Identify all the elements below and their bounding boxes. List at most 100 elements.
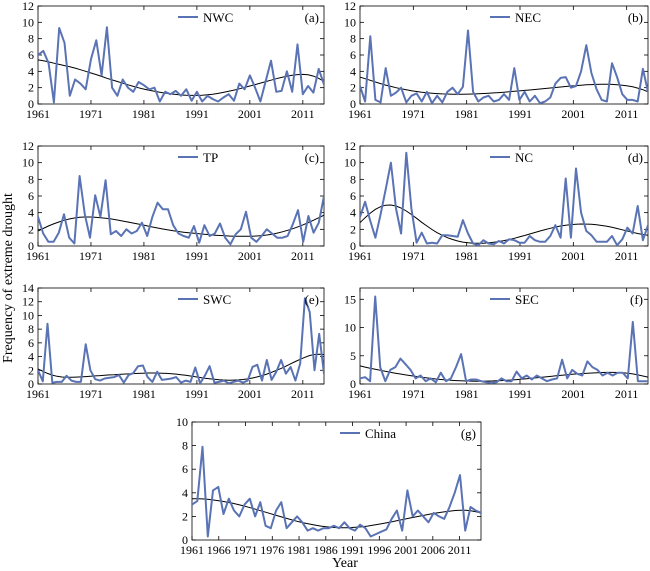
legend-label: TP [203,150,218,165]
x-tick-label: 1986 [314,543,338,557]
x-tick-label: 2001 [394,543,418,557]
y-tick-label: 10 [344,321,356,335]
x-tick-label: 2011 [291,249,315,263]
panel-sec: 0 5 10 15 1961 1971 1981 1991 2001 2011 SEC (f) [344,287,649,401]
trend-line [38,214,324,237]
series-line-nc [360,151,648,246]
panel-tag: (g) [461,426,476,441]
y-tick-label: 10 [344,15,356,29]
y-tick-label: 10 [22,156,34,170]
x-tick-label: 2001 [561,107,585,121]
series-line-swc [38,297,324,384]
y-tick-label: 10 [344,156,356,170]
x-tick-label: 1971 [79,387,103,401]
x-tick-label: 1971 [401,387,425,401]
y-tick-label: 2 [350,81,356,95]
panel-tag: (e) [305,292,319,307]
legend-label: NEC [515,10,541,25]
y-tick-label: 0 [28,239,34,253]
x-tick-label: 2001 [238,249,262,263]
y-tick-label: 0 [350,377,356,391]
series-line-tp [38,175,324,246]
x-tick-label: 1966 [207,543,231,557]
y-tick-label: 12 [344,0,356,13]
x-tick-label: 1996 [367,543,391,557]
y-tick-label: 2 [28,222,34,236]
legend-label: SWC [203,292,231,307]
y-tick-label: 6 [28,48,34,62]
panel-tag: (d) [628,150,643,165]
y-tick-label: 4 [182,486,188,500]
x-tick-label: 1961 [26,387,50,401]
y-tick-label: 6 [350,48,356,62]
y-tick-label: 8 [28,32,34,46]
x-tick-label: 1981 [455,107,479,121]
y-tick-label: 0 [28,97,34,111]
plot-frame [37,145,325,247]
x-tick-label: 1981 [132,107,156,121]
y-tick-label: 15 [344,292,356,306]
y-tick-label: 6 [182,462,188,476]
y-tick-label: 4 [28,206,34,220]
y-tick-label: 4 [350,206,356,220]
y-tick-label: 10 [22,15,34,29]
panel-tag: (f) [630,292,643,307]
x-tick-label: 2011 [615,107,639,121]
plot-frame [359,287,649,385]
legend-label: China [365,426,396,441]
legend-label: SEC [515,292,539,307]
y-tick-label: 0 [28,377,34,391]
x-tick-label: 2001 [561,249,585,263]
x-axis-label: Year [332,556,358,571]
panel-nec: 0 2 4 6 8 10 12 1961 1971 1981 1991 2001 2011 NEC (b) [344,0,649,121]
series-line-nwc [38,26,324,104]
y-tick-label: 8 [350,32,356,46]
y-tick-label: 8 [350,172,356,186]
x-tick-label: 2006 [421,543,445,557]
x-tick-label: 1991 [185,107,209,121]
x-tick-label: 1991 [508,107,532,121]
panel-tag: (b) [628,10,643,25]
y-tick-label: 5 [350,349,356,363]
x-tick-label: 2001 [238,387,262,401]
x-tick-label: 2011 [615,249,639,263]
x-tick-label: 1976 [260,543,284,557]
y-tick-label: 10 [22,308,34,322]
series-line-nec [360,29,648,104]
plot-frame [37,287,325,385]
x-tick-label: 1971 [401,249,425,263]
y-tick-label: 10 [176,415,188,429]
x-tick-label: 1971 [79,249,103,263]
y-tick-label: 8 [28,172,34,186]
y-tick-label: 12 [344,139,356,153]
x-tick-label: 2001 [561,387,585,401]
y-tick-label: 2 [28,81,34,95]
x-tick-label: 1991 [185,249,209,263]
x-tick-label: 2001 [238,107,262,121]
panel-nc: 0 2 4 6 8 10 12 1961 1971 1981 1991 2001 2011 NC (d) [344,139,649,263]
x-tick-label: 1961 [348,107,372,121]
y-tick-label: 8 [182,439,188,453]
y-tick-label: 0 [350,239,356,253]
y-tick-label: 6 [28,189,34,203]
x-tick-label: 1981 [132,387,156,401]
x-tick-label: 1961 [348,249,372,263]
y-tick-label: 4 [28,350,34,364]
series-line-china [192,445,481,538]
trend-line [360,76,648,95]
x-tick-label: 1991 [508,249,532,263]
y-axis-label: Frequency of extreme drought [1,193,16,363]
x-tick-label: 1971 [79,107,103,121]
x-tick-label: 2011 [448,543,472,557]
y-tick-label: 6 [28,336,34,350]
x-tick-label: 1961 [348,387,372,401]
x-tick-label: 1971 [401,107,425,121]
y-tick-label: 2 [28,363,34,377]
x-tick-label: 1981 [287,543,311,557]
x-tick-label: 1991 [508,387,532,401]
y-tick-label: 4 [350,64,356,78]
x-tick-label: 1971 [234,543,258,557]
